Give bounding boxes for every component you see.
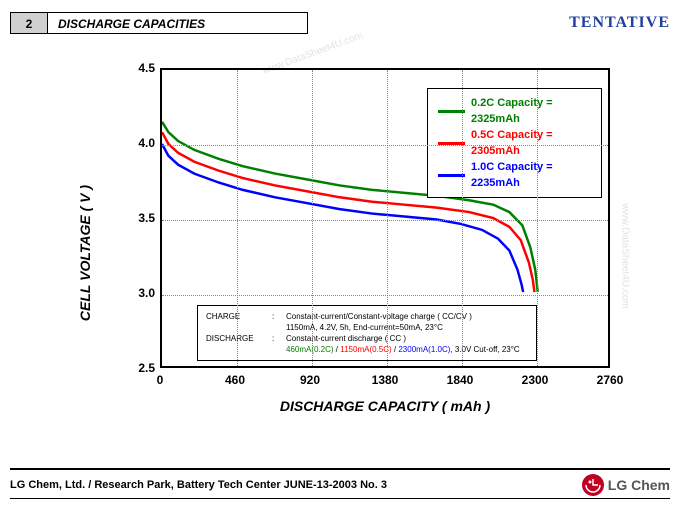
condition-text: 460mA(0.2C) / 1150mA(0.5C) / 2300mA(1.0C… — [286, 344, 520, 355]
watermark-right: www.DataSheet4U.com — [620, 203, 631, 309]
x-tick: 460 — [225, 373, 245, 387]
legend-label: 0.2C Capacity = 2325mAh — [471, 95, 591, 127]
condition-row: CHARGE: Constant-current/Constant-voltage… — [206, 311, 528, 322]
y-tick: 2.5 — [125, 361, 155, 375]
x-tick: 0 — [157, 373, 164, 387]
condition-sep — [272, 344, 280, 355]
legend-label: 0.5C Capacity = 2305mAh — [471, 127, 591, 159]
condition-label: CHARGE — [206, 311, 266, 322]
condition-row: 1150mA, 4.2V, 5h, End-current=50mA, 23°C — [206, 322, 528, 333]
footer-text: LG Chem, Ltd. / Research Park, Battery T… — [10, 479, 387, 491]
condition-sep — [272, 322, 280, 333]
section-number: 2 — [10, 12, 48, 34]
x-tick: 1380 — [372, 373, 399, 387]
y-tick: 3.5 — [125, 211, 155, 225]
condition-label: DISCHARGE — [206, 333, 266, 344]
legend-row: 0.5C Capacity = 2305mAh — [438, 127, 591, 159]
y-axis-label: CELL VOLTAGE ( V ) — [77, 185, 93, 321]
legend-label: 1.0C Capacity = 2235mAh — [471, 159, 591, 191]
page: 2 DISCHARGE CAPACITIES TENTATIVE CELL VO… — [0, 0, 680, 511]
logo: LG Chem — [582, 474, 670, 496]
legend-swatch — [438, 110, 465, 113]
grid-h — [162, 220, 608, 221]
grid-h — [162, 295, 608, 296]
y-tick: 3.0 — [125, 286, 155, 300]
condition-sep: : — [272, 311, 280, 322]
y-tick: 4.0 — [125, 136, 155, 150]
plot-area: 0.2C Capacity = 2325mAh0.5C Capacity = 2… — [160, 68, 610, 368]
grid-v — [237, 70, 238, 366]
x-tick: 920 — [300, 373, 320, 387]
y-tick: 4.5 — [125, 61, 155, 75]
grid-v — [537, 70, 538, 366]
condition-sep: : — [272, 333, 280, 344]
grid-v — [312, 70, 313, 366]
condition-row: DISCHARGE: Constant-current discharge ( C… — [206, 333, 528, 344]
x-tick: 1840 — [447, 373, 474, 387]
condition-text: 1150mA, 4.2V, 5h, End-current=50mA, 23°C — [286, 322, 443, 333]
condition-label — [206, 322, 266, 333]
x-tick: 2300 — [522, 373, 549, 387]
condition-row: 460mA(0.2C) / 1150mA(0.5C) / 2300mA(1.0C… — [206, 344, 528, 355]
logo-icon — [582, 474, 604, 496]
condition-text: Constant-current discharge ( CC ) — [286, 333, 406, 344]
grid-v — [387, 70, 388, 366]
x-tick: 2760 — [597, 373, 624, 387]
legend-row: 0.2C Capacity = 2325mAh — [438, 95, 591, 127]
x-axis-label: DISCHARGE CAPACITY ( mAh ) — [160, 398, 610, 414]
legend-row: 1.0C Capacity = 2235mAh — [438, 159, 591, 191]
conditions-box: CHARGE: Constant-current/Constant-voltage… — [197, 305, 537, 361]
legend-swatch — [438, 174, 465, 177]
legend: 0.2C Capacity = 2325mAh0.5C Capacity = 2… — [427, 88, 602, 198]
grid-v — [462, 70, 463, 366]
section-title: DISCHARGE CAPACITIES — [48, 12, 308, 34]
condition-text: Constant-current/Constant-voltage charge… — [286, 311, 472, 322]
condition-label — [206, 344, 266, 355]
chart: CELL VOLTAGE ( V ) DISCHARGE CAPACITY ( … — [95, 58, 630, 448]
grid-h — [162, 145, 608, 146]
tentative-label: TENTATIVE — [569, 14, 670, 32]
header: 2 DISCHARGE CAPACITIES TENTATIVE — [10, 12, 670, 38]
footer: LG Chem, Ltd. / Research Park, Battery T… — [10, 468, 670, 499]
logo-text: LG Chem — [608, 477, 670, 493]
